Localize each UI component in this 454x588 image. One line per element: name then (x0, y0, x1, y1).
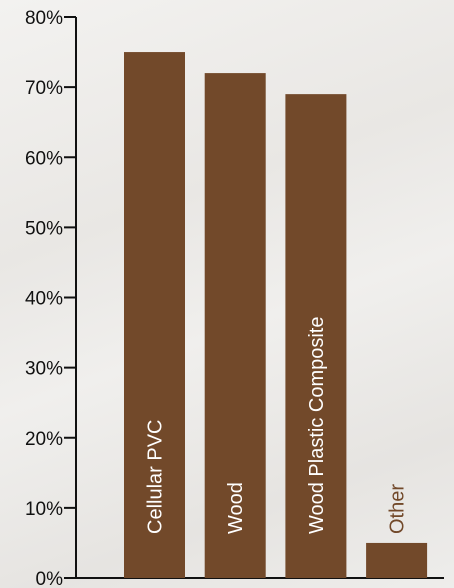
bar (124, 52, 185, 578)
category-label: Other (387, 484, 409, 534)
y-tick-label: 40% (25, 289, 63, 310)
bar (204, 73, 266, 578)
category-label: Wood (225, 482, 247, 534)
category-label: Cellular PVC (145, 420, 167, 534)
y-tick-label: 50% (25, 218, 63, 239)
y-tick-label: 30% (25, 359, 63, 380)
y-tick-label: 20% (25, 429, 63, 450)
y-tick-label: 60% (25, 148, 63, 169)
y-tick-label: 10% (25, 499, 63, 520)
y-tick-label: 0% (36, 569, 64, 588)
bar (366, 542, 428, 578)
bar (285, 94, 347, 578)
y-tick-label: 70% (25, 78, 63, 99)
category-label: Wood Plastic Composite (306, 316, 328, 534)
y-tick-label: 80% (25, 8, 63, 29)
